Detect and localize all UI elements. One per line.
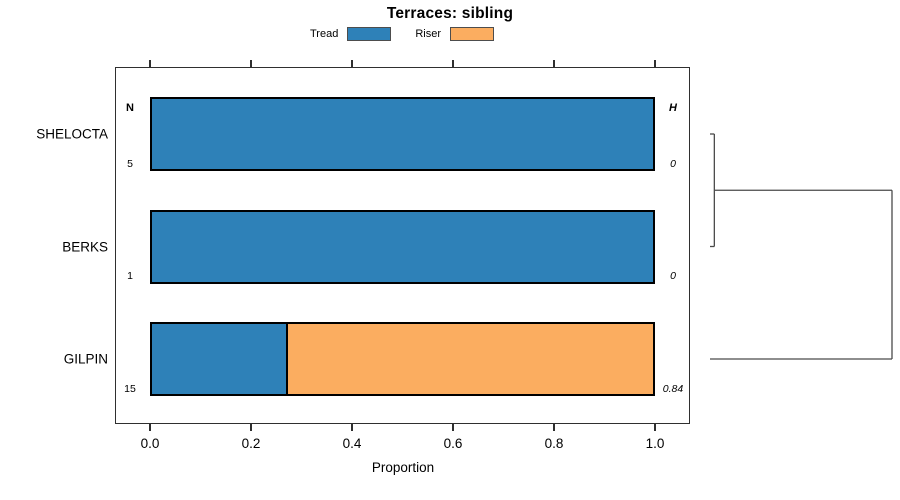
x-tick-top	[452, 60, 454, 67]
legend-item-tread: Tread	[310, 27, 392, 41]
x-tick-label: 0.6	[443, 436, 463, 451]
chart-title: Terraces: sibling	[386, 5, 514, 22]
h-value: 0.84	[662, 382, 684, 395]
x-tick-top	[553, 60, 555, 67]
x-tick-bottom	[452, 424, 454, 431]
bar-segment-riser	[285, 324, 653, 394]
n-value: 5	[127, 157, 133, 170]
bar-segment-tread	[152, 99, 653, 169]
category-label: SHELOCTA	[36, 126, 108, 142]
n-value: 1	[127, 270, 133, 282]
x-tick-bottom	[351, 424, 353, 431]
x-tick-label: 0.4	[342, 436, 362, 451]
category-label: BERKS	[62, 239, 108, 254]
bar	[150, 97, 655, 171]
x-tick-bottom	[149, 424, 151, 431]
x-tick-top	[351, 60, 353, 67]
bar	[150, 209, 655, 284]
h-value: 0	[670, 157, 676, 170]
x-tick-label: 0.0	[140, 436, 160, 451]
bar	[150, 322, 655, 396]
x-tick-label: 1.0	[645, 436, 665, 451]
legend-label-tread: Tread	[310, 28, 339, 40]
x-tick-top	[250, 60, 252, 67]
h-value: 0	[670, 270, 676, 282]
bar-segment-tread	[152, 211, 653, 282]
x-axis-title: Proportion	[371, 460, 435, 475]
x-tick-bottom	[553, 424, 555, 431]
x-tick-label: 0.2	[241, 436, 261, 451]
category-label: GILPIN	[63, 351, 108, 367]
legend-swatch-riser	[450, 27, 494, 41]
x-tick-label: 0.8	[544, 436, 564, 451]
n-value: 15	[124, 382, 136, 395]
bar-segment-tread	[152, 324, 286, 394]
n-column-header: N	[126, 102, 134, 114]
x-tick-top	[149, 60, 151, 67]
x-tick-bottom	[250, 424, 252, 431]
x-tick-top	[654, 60, 656, 67]
legend-swatch-tread	[347, 27, 392, 41]
legend-item-riser: Riser	[415, 27, 494, 41]
x-tick-bottom	[654, 424, 656, 431]
legend: Tread Riser	[310, 27, 494, 41]
plot-area	[115, 67, 690, 424]
h-column-header: H	[669, 102, 677, 114]
legend-label-riser: Riser	[415, 28, 441, 40]
